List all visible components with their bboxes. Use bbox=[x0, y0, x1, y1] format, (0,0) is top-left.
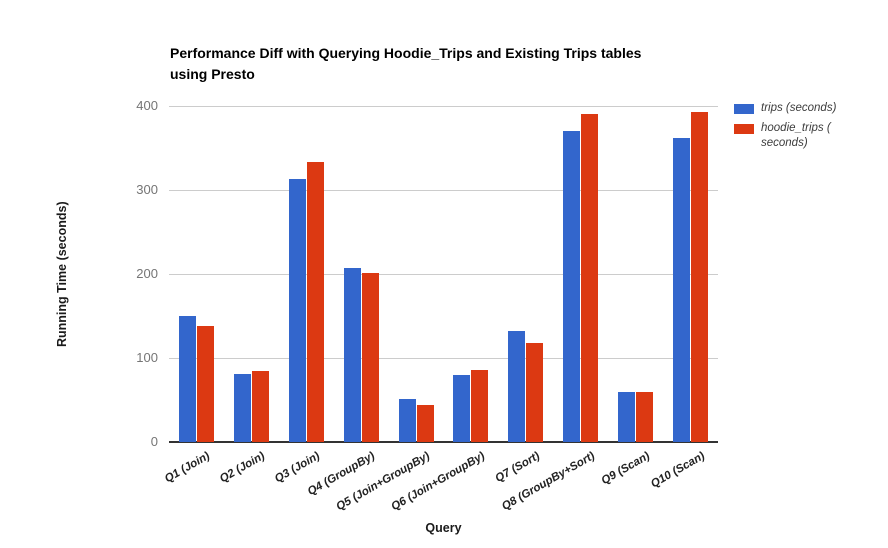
bar-hoodie-trips-q2 bbox=[251, 370, 269, 442]
y-tick-label-100: 100 bbox=[136, 350, 158, 365]
gridline-100 bbox=[169, 357, 718, 359]
gridline-200 bbox=[169, 273, 718, 275]
y-tick-label-400: 400 bbox=[136, 98, 158, 113]
legend-item-hoodie-trips: hoodie_trips ( seconds) bbox=[734, 121, 836, 151]
x-axis-line bbox=[169, 441, 718, 443]
legend-swatch-icon bbox=[734, 103, 754, 114]
bar-trips-q5 bbox=[398, 399, 416, 442]
legend: trips (seconds) hoodie_trips ( seconds) bbox=[734, 101, 836, 156]
bar-trips-q8 bbox=[563, 131, 581, 442]
x-axis-title: Query bbox=[425, 521, 462, 535]
gridline-300 bbox=[169, 189, 718, 191]
bar-hoodie-trips-q6 bbox=[471, 369, 489, 442]
bar-hoodie-trips-q7 bbox=[526, 342, 544, 442]
legend-swatch-icon bbox=[734, 123, 754, 134]
legend-label: hoodie_trips ( seconds) bbox=[761, 122, 831, 149]
bar-trips-q7 bbox=[508, 331, 526, 442]
bar-hoodie-trips-q10 bbox=[691, 111, 709, 442]
bar-hoodie-trips-q8 bbox=[581, 114, 599, 442]
bar-hoodie-trips-q9 bbox=[636, 392, 654, 442]
y-tick-label-200: 200 bbox=[136, 266, 158, 281]
bar-trips-q1 bbox=[178, 316, 196, 442]
plot-area bbox=[169, 105, 718, 443]
bar-hoodie-trips-q3 bbox=[306, 162, 324, 442]
gridline-400 bbox=[169, 105, 718, 107]
bar-trips-q2 bbox=[233, 373, 251, 442]
bar-trips-q9 bbox=[618, 391, 636, 442]
bar-hoodie-trips-q5 bbox=[416, 405, 434, 442]
bar-trips-q3 bbox=[288, 179, 306, 442]
y-axis-title: Running Time (seconds) bbox=[55, 201, 69, 347]
bar-trips-q10 bbox=[673, 137, 691, 442]
bar-hoodie-trips-q4 bbox=[361, 273, 379, 442]
legend-label: trips (seconds) bbox=[761, 102, 837, 114]
bar-trips-q4 bbox=[343, 268, 361, 442]
bar-hoodie-trips-q1 bbox=[196, 326, 214, 442]
bar-trips-q6 bbox=[453, 374, 471, 442]
y-tick-label-0: 0 bbox=[150, 434, 158, 449]
y-tick-label-300: 300 bbox=[136, 182, 158, 197]
legend-item-trips: trips (seconds) bbox=[734, 101, 836, 116]
chart-title: Performance Diff with Querying Hoodie_Tr… bbox=[170, 45, 642, 82]
